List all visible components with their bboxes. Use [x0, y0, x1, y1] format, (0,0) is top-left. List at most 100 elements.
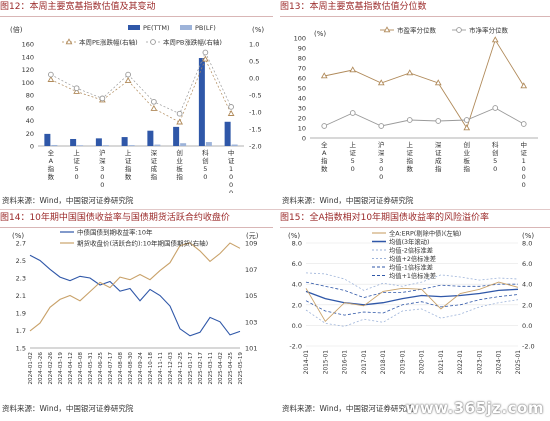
- x-tick-label: 0: [229, 181, 233, 189]
- y-tick-label-left: 140: [22, 53, 34, 61]
- x-tick-label: 0: [522, 173, 526, 181]
- bar-pe: [173, 126, 180, 146]
- x-tick-label: 2024-10-18: [148, 352, 154, 385]
- x-tick-label: 1: [522, 157, 526, 165]
- x-tick-label: 证: [407, 149, 414, 157]
- source-note: 资料来源：Wind，中国银河证券研究院: [2, 196, 134, 205]
- x-tick-label: 证: [151, 157, 158, 165]
- x-tick-label: 0: [379, 173, 383, 181]
- x-tick-label: 2024-01: [497, 350, 503, 375]
- legend-label: 全A:ERP(剔除中债)(左轴): [389, 229, 461, 238]
- x-tick-label: 2015-01: [323, 350, 329, 375]
- chart-yield-futures: (%) (元) 1.5 1.7 1.9 2.1 2.3 2.5 2.7 101 103 105 107 1…: [12, 228, 259, 385]
- point-pb-percentile: [349, 110, 356, 116]
- x-tick-label: 0: [351, 165, 355, 173]
- y-tick-label-right: 2.0: [522, 301, 532, 309]
- legend-label: 均值-1倍标准差: [389, 263, 433, 272]
- series-line-bond-yield: [29, 254, 241, 337]
- legend-label: 市净率分位数: [469, 26, 509, 35]
- x-tick-label: 科: [202, 148, 209, 157]
- x-tick-label: 指: [125, 164, 132, 173]
- x-tick-label: 3: [100, 165, 104, 173]
- x-tick-label: 2021-01: [439, 350, 445, 375]
- y-tick-label-left: 1.9: [16, 310, 26, 318]
- bar-pb: [231, 144, 238, 146]
- panel-bond-yield-futures: 图14：10年期中国国债收益率与国债期货活跃合约收盘价 (%) (元) 1.5 1.7…: [0, 211, 273, 421]
- x-tick-label: 2019-01: [400, 350, 406, 375]
- point-pb-change: [176, 110, 183, 117]
- series-line-pb-percentile: [324, 107, 524, 127]
- x-tick-label: 2014-01: [304, 350, 310, 375]
- point-pb-change: [99, 95, 106, 102]
- y-tick-label: 10: [298, 125, 306, 133]
- x-tick-label: 证: [435, 149, 442, 157]
- series-line-pb-change: [50, 51, 232, 115]
- y-tick-label-right: -2.0: [522, 343, 535, 351]
- y-tick-label: 0: [302, 135, 306, 143]
- y-tick-label-right: 4.0: [522, 281, 532, 289]
- axis-unit-right: (%): [252, 26, 264, 34]
- x-tick-label: 2024-09-24: [138, 352, 144, 385]
- legend-marker: [65, 38, 73, 45]
- x-tick-label: 5: [75, 165, 79, 173]
- x-tick-label: 2018-01: [381, 350, 387, 375]
- x-tick-label: 业: [176, 156, 183, 165]
- legend-marker: [456, 27, 462, 33]
- bar-pe: [121, 137, 128, 146]
- x-tick-label: 5: [351, 157, 355, 165]
- series-line-mean-plus-1sd: [305, 281, 518, 299]
- y-tick-label-left: 6.0: [292, 260, 302, 268]
- x-tick-label: A: [49, 157, 54, 165]
- x-tick-label: 沪: [99, 148, 106, 157]
- axis-unit-right: (元): [246, 232, 259, 240]
- x-tick-label: 证: [521, 149, 528, 157]
- x-tick-label: 上: [350, 140, 357, 149]
- y-tick-label-left: 2.3: [16, 275, 26, 283]
- y-tick-label-right: 109: [245, 240, 257, 248]
- chart-percentile-lines: (%)0102030405060708090100全A指数上证50沪深300上证…: [294, 26, 538, 189]
- legend-label: 市盈率分位数: [397, 26, 437, 35]
- series-line-mean-minus-1sd: [305, 294, 519, 316]
- x-tick-label: 2024-02-26: [48, 352, 54, 385]
- y-tick-label: 20: [298, 115, 306, 123]
- legend-label: 均值+2倍标准差: [389, 254, 436, 263]
- point-pe-percentile: [320, 72, 328, 79]
- y-tick-label-right: 1.0: [249, 41, 259, 49]
- x-tick-label: 中: [228, 148, 235, 157]
- x-tick-label: 2016-01: [343, 350, 349, 375]
- x-tick-label: 3: [379, 157, 383, 165]
- series-line-pe-change: [50, 58, 232, 123]
- bar-pe: [95, 138, 102, 146]
- x-tick-label: 深: [151, 148, 158, 157]
- x-tick-label: 板: [464, 156, 471, 165]
- point-pb-percentile: [463, 117, 470, 123]
- x-tick-label: 2025-01: [516, 350, 522, 375]
- bar-pb: [77, 145, 84, 146]
- x-tick-label: 科: [492, 140, 499, 149]
- x-tick-label: 5: [493, 157, 497, 165]
- y-tick-label-right: 8.0: [522, 240, 532, 248]
- point-pe-change: [47, 75, 55, 82]
- point-pe-change: [150, 104, 158, 111]
- legend-label: 均值(3年滚动): [389, 237, 429, 246]
- point-pb-change: [48, 71, 54, 78]
- y-tick-label-right: 0.0: [522, 322, 532, 330]
- bar-pe: [44, 133, 51, 146]
- point-pe-change: [124, 77, 132, 83]
- x-tick-label: 数: [321, 164, 328, 173]
- axis-unit-left: (%): [288, 232, 300, 240]
- source-note: 资料来源：Wind，中国银河证券研究院: [2, 404, 134, 413]
- bar-pe: [70, 138, 77, 146]
- y-tick-label-left: 2.1: [16, 292, 26, 300]
- x-tick-label: 创: [492, 148, 499, 157]
- x-tick-label: 指: [151, 172, 158, 181]
- legend-label: 期货收盘价(活跃合约):10年期国债期货(右轴): [77, 239, 208, 248]
- panel-title: 图12：本周主要宽基指数估值及其变动: [0, 0, 273, 17]
- x-tick-label: 0: [379, 165, 383, 173]
- x-tick-label: 创: [464, 140, 471, 149]
- y-tick-label-right: -2.0: [249, 143, 262, 151]
- series-line-erp: [305, 281, 519, 323]
- legend-marker: [383, 26, 391, 33]
- x-tick-label: 上: [407, 140, 414, 149]
- point-pb-percentile: [492, 105, 499, 111]
